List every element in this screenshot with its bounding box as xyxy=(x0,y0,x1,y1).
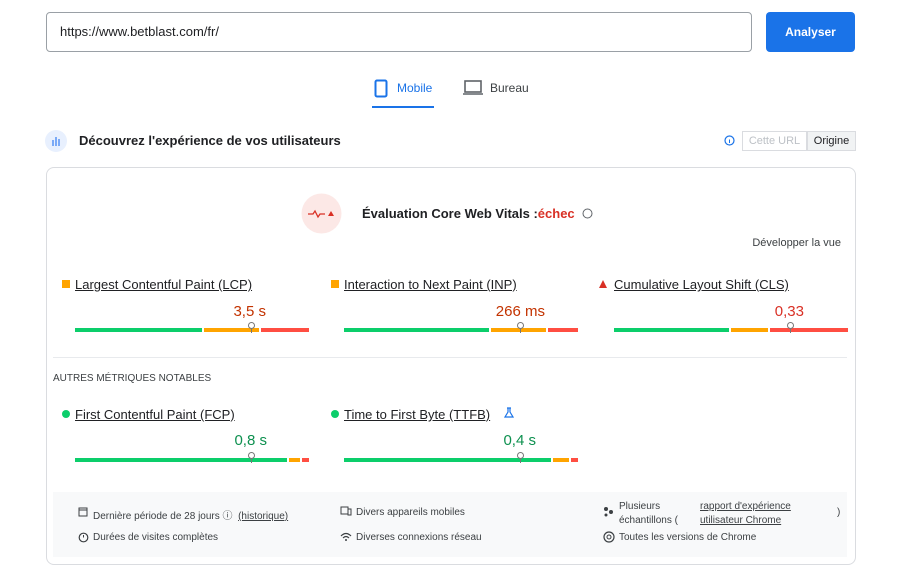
analyze-button[interactable]: Analyser xyxy=(766,12,855,52)
card xyxy=(46,167,856,565)
tab-underline xyxy=(372,106,434,108)
assessment: Évaluation Core Web Vitals :échec xyxy=(362,206,575,221)
history-link[interactable]: (historique) xyxy=(238,511,289,522)
expand-link[interactable]: Développer la vue xyxy=(752,237,841,249)
metric-value: 0,8 s xyxy=(234,432,267,449)
avg-indicator xyxy=(62,280,70,288)
lab-icon xyxy=(504,407,514,418)
distribution-bar xyxy=(75,322,309,333)
period-text: Dernière période de 28 jours xyxy=(93,511,220,522)
distribution-bar xyxy=(614,322,848,333)
distribution-bar xyxy=(344,452,578,463)
metric-value: 266 ms xyxy=(495,303,545,320)
footer-box xyxy=(53,492,847,557)
visits: Durées de visites complètes xyxy=(93,532,219,543)
wifi-icon xyxy=(340,532,352,541)
calendar-icon xyxy=(78,507,88,517)
poor-indicator xyxy=(599,280,607,288)
users-icon xyxy=(45,130,67,152)
period: Dernière période de 28 jours ⓘ (historiq… xyxy=(93,511,289,522)
mobile-icon xyxy=(374,79,388,98)
url-input[interactable]: https://www.betblast.com/fr/ xyxy=(46,12,752,52)
samples-icon xyxy=(604,507,613,517)
tab-mobile[interactable]: Mobile xyxy=(397,81,433,95)
chrome-icon xyxy=(603,531,615,543)
desktop-icon xyxy=(463,80,483,95)
network: Diverses connexions réseau xyxy=(356,532,482,543)
toggle-url[interactable]: Cette URL xyxy=(742,131,807,151)
section-title: Découvrez l'expérience de vos utilisateu… xyxy=(79,133,341,148)
assessment-icon xyxy=(301,193,342,234)
help-icon xyxy=(582,208,593,219)
tab-desktop[interactable]: Bureau xyxy=(490,81,529,95)
distribution-bar xyxy=(75,452,309,463)
metric-name[interactable]: Time to First Byte (TTFB) xyxy=(344,407,491,422)
report-link[interactable]: rapport d'expérience utilisateur Chrome xyxy=(700,501,791,526)
devices: Divers appareils mobiles xyxy=(356,507,465,518)
versions: Toutes les versions de Chrome xyxy=(619,532,757,543)
metric-name[interactable]: Cumulative Layout Shift (CLS) xyxy=(614,277,789,292)
assessment-label: Évaluation Core Web Vitals : xyxy=(362,206,538,221)
other-heading: AUTRES MÉTRIQUES NOTABLES xyxy=(53,373,212,384)
avg-indicator xyxy=(331,280,339,288)
metric-value: 3,5 s xyxy=(233,303,266,320)
metric-name[interactable]: Interaction to Next Paint (INP) xyxy=(344,277,517,292)
metric-name[interactable]: Largest Contentful Paint (LCP) xyxy=(75,277,253,292)
metric-value: 0,33 xyxy=(774,303,804,320)
divider xyxy=(53,357,847,358)
metric-name[interactable]: First Contentful Paint (FCP) xyxy=(75,407,235,422)
metric-value: 0,4 s xyxy=(503,432,536,449)
samples-close: ) xyxy=(837,507,841,518)
info-icon xyxy=(724,135,735,146)
assessment-status: échec xyxy=(537,206,575,221)
good-indicator xyxy=(331,410,339,418)
devices-icon xyxy=(340,506,352,516)
good-indicator xyxy=(62,410,70,418)
distribution-bar xyxy=(344,322,578,333)
timer-icon xyxy=(78,532,89,543)
samples: Plusieurs échantillons ( xyxy=(619,501,678,526)
toggle-origin[interactable]: Origine xyxy=(807,131,856,151)
